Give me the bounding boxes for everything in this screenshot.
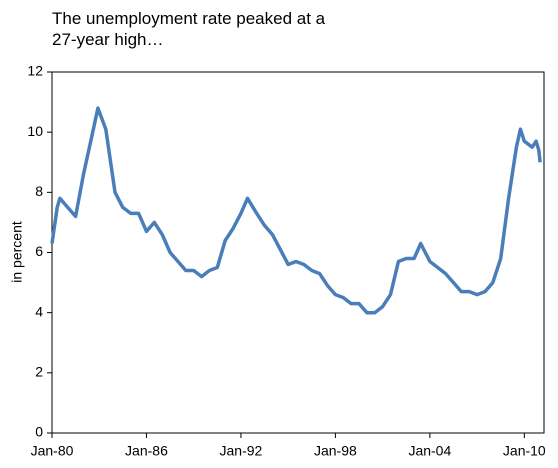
- x-tick-label: Jan-10: [503, 443, 546, 459]
- y-tick-label: 4: [35, 303, 43, 319]
- data-line: [50, 106, 542, 315]
- y-tick-label: 12: [27, 63, 43, 79]
- y-tick-label: 8: [35, 183, 43, 199]
- plot-frame: [51, 71, 545, 434]
- x-tick-label: Jan-98: [314, 443, 357, 459]
- y-tick-label: 6: [35, 243, 43, 259]
- x-tick-label: Jan-80: [31, 443, 74, 459]
- y-tick-label: 0: [35, 424, 43, 440]
- chart-title: The unemployment rate peaked at a 27-yea…: [52, 9, 326, 49]
- x-tick-label: Jan-04: [408, 443, 451, 459]
- x-tick-label: Jan-86: [125, 443, 168, 459]
- y-axis-label: in percent: [9, 221, 25, 283]
- x-tick-label: Jan-92: [220, 443, 263, 459]
- y-tick-label: 10: [27, 123, 43, 139]
- y-tick-label: 2: [35, 364, 43, 380]
